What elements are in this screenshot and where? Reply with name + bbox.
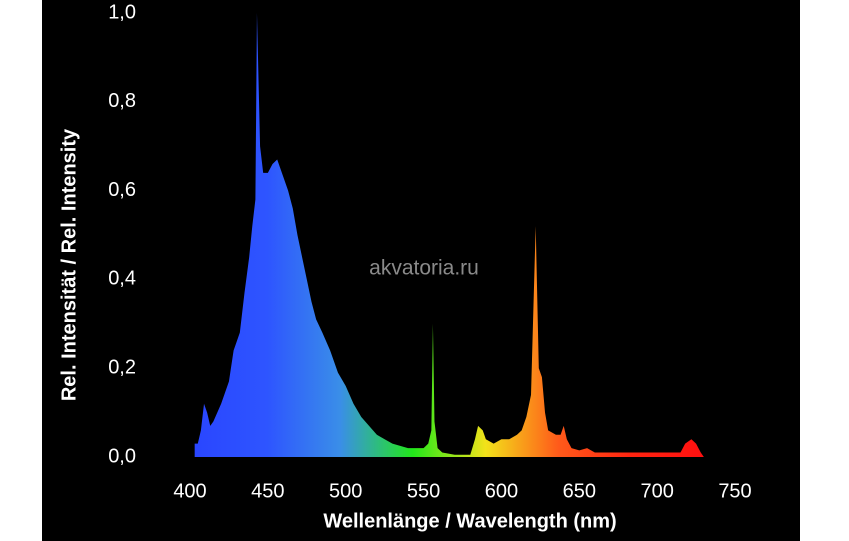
y-axis-title: Rel. Intensität / Rel. Intensity — [58, 128, 80, 401]
y-tick-label: 0,6 — [108, 179, 136, 201]
spectrum-area — [194, 13, 704, 457]
y-tick-label: 0,8 — [108, 90, 136, 112]
x-axis-title: Wellenlänge / Wavelength (nm) — [323, 510, 616, 532]
x-tick-label: 700 — [640, 480, 673, 502]
x-tick-label: 650 — [563, 480, 596, 502]
x-tick-label: 600 — [485, 480, 518, 502]
x-tick-label: 750 — [718, 480, 751, 502]
y-tick-label: 0,0 — [108, 445, 136, 467]
x-tick-label: 400 — [173, 480, 206, 502]
y-tick-label: 1,0 — [108, 1, 136, 23]
y-tick-label: 0,2 — [108, 356, 136, 378]
x-tick-label: 450 — [251, 480, 284, 502]
watermark: akvatoria.ru — [369, 257, 479, 280]
y-tick-label: 0,4 — [108, 268, 136, 290]
x-tick-label: 500 — [329, 480, 362, 502]
x-tick-label: 550 — [407, 480, 440, 502]
